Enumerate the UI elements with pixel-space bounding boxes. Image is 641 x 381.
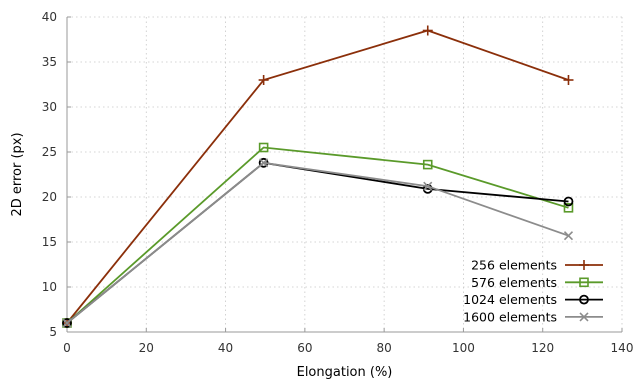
marker-shape <box>422 183 433 194</box>
x-tick-label: 60 <box>297 341 312 355</box>
circle-marker <box>62 318 72 328</box>
cross-marker <box>62 318 72 328</box>
x-tick-label: 40 <box>218 341 233 355</box>
cross-marker <box>423 181 433 191</box>
series-line <box>66 146 569 324</box>
x-tick-label: 140 <box>611 341 634 355</box>
marker-shape <box>258 142 269 153</box>
circle-marker <box>422 183 433 194</box>
x-axis-label: Elongation (%) <box>297 365 393 380</box>
marker-stroke <box>579 312 589 322</box>
square-marker <box>422 159 433 170</box>
circle-marker <box>563 196 574 207</box>
legend-label: 256 elements <box>471 258 557 273</box>
legend-entry: 1024 elements <box>463 292 603 307</box>
marker-shape <box>563 203 574 213</box>
axes <box>66 16 623 333</box>
marker-shape <box>579 277 589 288</box>
grid <box>67 16 623 332</box>
cross-marker <box>259 158 269 168</box>
y-tick-label: 25 <box>42 145 57 159</box>
y-tick-label: 35 <box>42 55 57 69</box>
x-tick-label: 0 <box>63 341 71 355</box>
y-tick-label: 15 <box>42 235 57 249</box>
plus-marker <box>258 75 269 85</box>
y-tick-label: 40 <box>42 10 57 24</box>
x-tick-label: 80 <box>377 341 392 355</box>
marker-shape <box>579 294 589 305</box>
square-marker <box>579 277 589 288</box>
y-tick-label: 20 <box>42 190 57 204</box>
plus-marker <box>422 25 433 36</box>
legend-label: 1600 elements <box>463 309 557 324</box>
series-line <box>66 161 569 324</box>
legend-label: 576 elements <box>471 275 557 290</box>
series-line <box>66 29 569 324</box>
legend-label: 1024 elements <box>463 292 557 307</box>
y-tick-label: 10 <box>42 280 57 294</box>
marker-stroke <box>259 158 269 168</box>
legend-entry: 256 elements <box>471 258 603 273</box>
square-marker <box>563 203 574 213</box>
plus-marker <box>563 75 574 85</box>
cross-marker <box>579 312 589 322</box>
plus-marker <box>579 260 589 270</box>
legend-entry: 1600 elements <box>463 309 603 324</box>
tick-labels: 0 20 40 60 80 100 120 140 5 10 15 20 25 30 35 40 <box>42 10 634 355</box>
marker-shape <box>422 159 433 170</box>
y-tick-label: 30 <box>42 100 57 114</box>
legend: 256 elements 576 elements 1024 elements 160… <box>463 258 603 324</box>
square-marker <box>258 142 269 153</box>
marker-stroke <box>563 231 574 241</box>
marker-shape <box>563 196 574 207</box>
x-tick-label: 100 <box>452 341 475 355</box>
x-tick-label: 120 <box>531 341 554 355</box>
series-1600-elements <box>62 158 574 328</box>
legend-entry: 576 elements <box>471 275 603 290</box>
marker-shape <box>62 318 72 328</box>
y-axis-label: 2D error (px) <box>10 132 25 216</box>
circle-marker <box>579 294 589 305</box>
series-group <box>62 25 574 328</box>
x-tick-label: 20 <box>139 341 154 355</box>
marker-stroke <box>62 318 72 328</box>
marker-stroke <box>423 181 433 191</box>
cross-marker <box>563 231 574 241</box>
y-tick-label: 5 <box>49 325 57 339</box>
